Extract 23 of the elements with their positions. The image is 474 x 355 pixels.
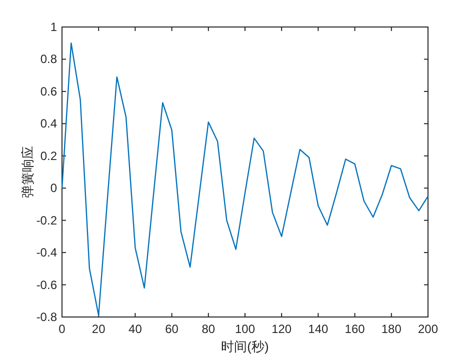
x-tick-label: 200 (418, 322, 438, 336)
x-tick-label: 20 (92, 322, 106, 336)
y-tick-label: 0.2 (40, 148, 58, 163)
y-tick-label: -0.8 (36, 310, 58, 324)
x-tick-label: 40 (128, 322, 142, 336)
x-tick-label: 180 (381, 322, 402, 336)
x-tick-label: 60 (165, 322, 179, 336)
y-tick-label: 0.6 (40, 84, 58, 98)
x-tick-label: 80 (202, 322, 216, 336)
y-tick-label: -0.4 (36, 246, 58, 260)
y-axis-title: 弹簧响应 (20, 146, 35, 198)
y-tick-label: 0.8 (40, 52, 58, 66)
x-tick-label: 160 (344, 322, 366, 336)
y-tick-label: 0 (50, 181, 58, 196)
x-axis-title: 时间(秒) (221, 339, 269, 354)
x-tick-label: 0 (58, 322, 66, 336)
y-tick-label: -0.2 (36, 213, 58, 228)
x-tick-label: 140 (308, 322, 329, 336)
x-tick-label: 100 (234, 322, 256, 336)
x-tick-label: 120 (272, 322, 292, 336)
y-tick-label: 0.4 (40, 116, 58, 131)
y-tick-label: 1 (50, 20, 58, 34)
y-tick-label: -0.6 (36, 278, 58, 292)
